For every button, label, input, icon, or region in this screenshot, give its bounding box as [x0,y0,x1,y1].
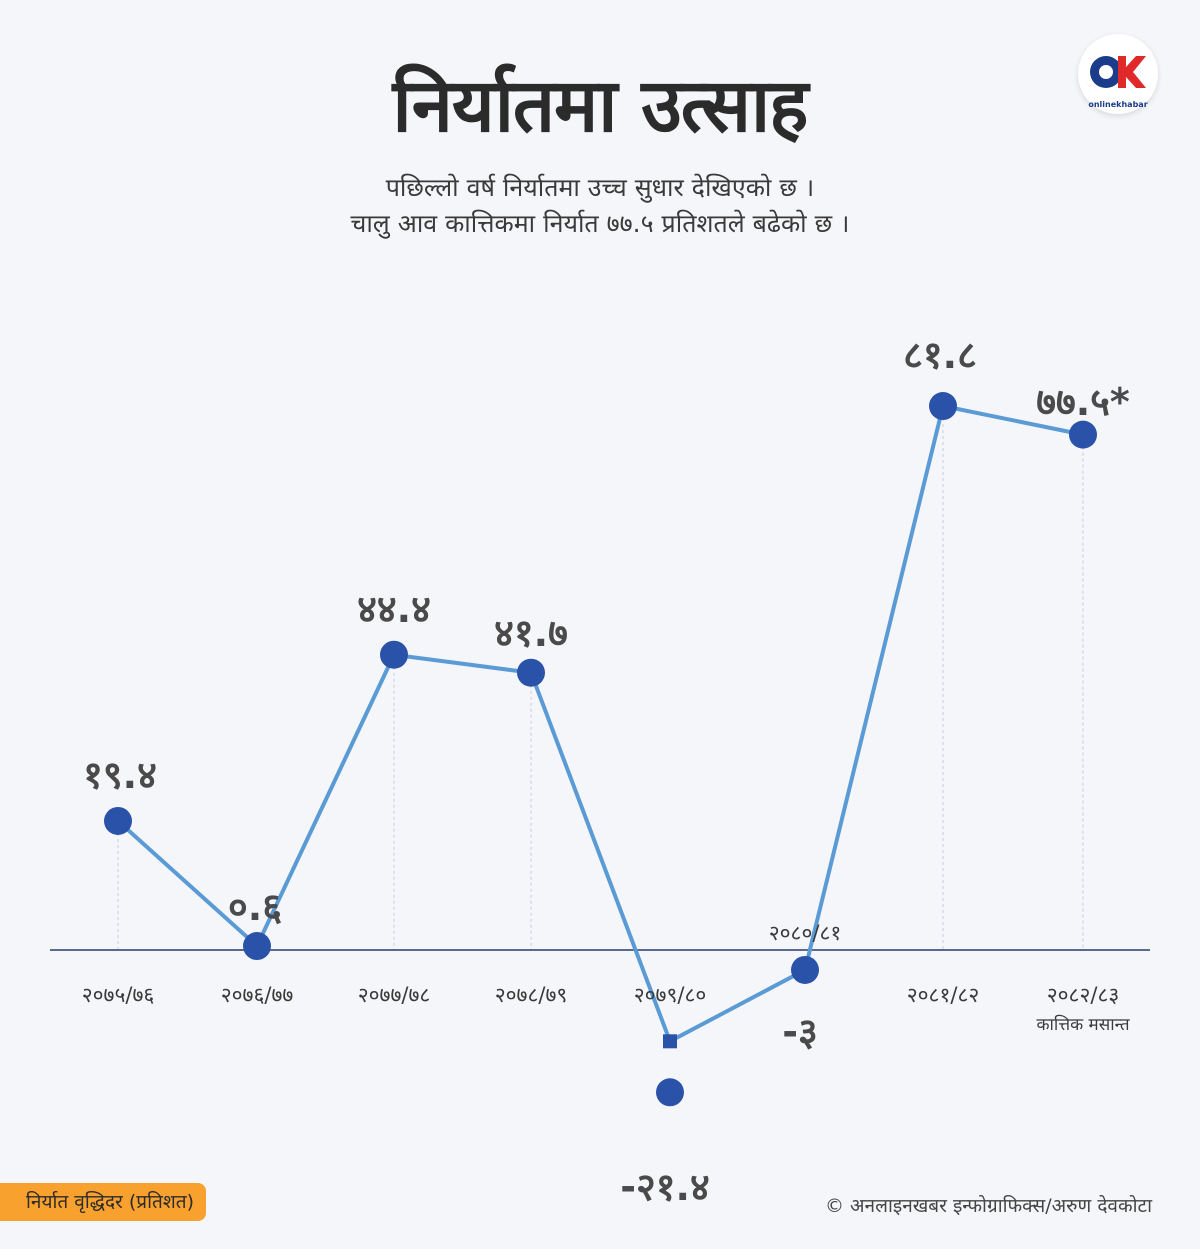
data-label-7: ७७.५* [1036,380,1130,424]
data-label-6: ८१.८ [903,333,977,377]
data-label-2: ४४.४ [357,587,431,631]
legend-badge: निर्यात वृद्धिदर (प्रतिशत) [0,1183,206,1221]
x-tick-labels: २०७५/७६ २०७६/७७ २०७७/७८ २०७८/७९ २०७९/८० २०८०/… [82,921,1130,1035]
x-tick-label-6: २०८१/८२ [907,983,980,1007]
marker-point-1 [243,932,271,961]
x-tick-label-3: २०७८/७९ [495,983,568,1007]
data-labels: १९.४ ०.६ ४४.४ ४१.७ -२१.४ -३ ८१.८ ७७.५* [83,333,1130,1209]
x-tick-label-1: २०७६/७७ [221,983,294,1007]
marker-point-3 [517,658,545,687]
data-label-5: -३ [782,1010,818,1054]
x-tick-label-5: २०८०/८१ [769,921,842,945]
x-tick-label-0: २०७५/७६ [82,983,155,1007]
onlinekhabar-logo: onlinekhabar [1078,34,1158,114]
x-tick-note-7: कात्तिक मसान्त [1036,1014,1129,1035]
marker-point-2 [380,640,408,669]
data-label-1: ०.६ [228,885,282,929]
guide-lines [117,406,1084,950]
marker-point-7 [1069,420,1097,449]
marker-joint-4 [663,1034,677,1049]
chart-subtitle-line1: पछिल्लो वर्ष निर्यातमा उच्च सुधार देखिएक… [385,173,815,202]
chart-title: निर्यातमा उत्साह [392,63,809,149]
logo-wordmark: onlinekhabar [1088,100,1148,109]
marker-point-4 [656,1078,684,1107]
data-label-4: -२१.४ [620,1165,710,1209]
chart-subtitle-line2: चालु आव कात्तिकमा निर्यात ७७.५ प्रतिशतले… [350,209,850,238]
data-label-3: ४१.७ [494,611,568,655]
x-tick-label-2: २०७७/७८ [358,983,431,1007]
series-line [116,403,1084,1045]
x-tick-label-4: २०७९/८० [634,983,707,1007]
credit-text: © अनलाइनखबर इन्फोग्राफिक्स/अरुण देवकोटा [824,1195,1152,1217]
marker-point-6 [929,392,957,421]
marker-point-0 [104,806,132,835]
ok-logo-icon [1090,56,1146,88]
data-label-0: १९.४ [83,753,157,797]
x-tick-label-7: २०८२/८३ [1047,983,1120,1007]
marker-point-5 [791,955,819,984]
markers [104,392,1097,1107]
